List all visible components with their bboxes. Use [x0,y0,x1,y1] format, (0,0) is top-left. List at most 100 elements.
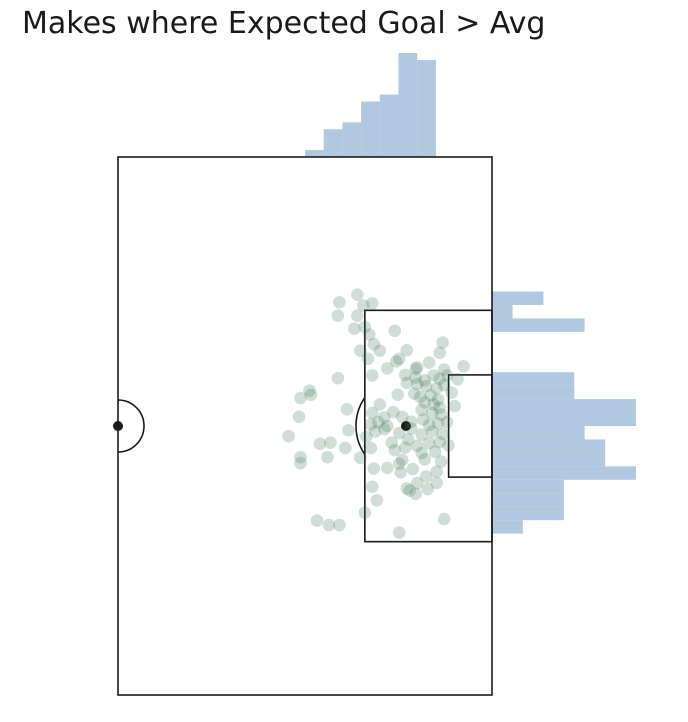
shot-point [377,411,391,424]
y-histogram-bar [492,291,544,305]
y-histogram-bar [492,399,636,413]
shot-point [333,518,346,532]
shot-point [395,453,409,467]
shot-point [413,390,427,404]
x-histogram-bar [379,94,399,157]
shot-point [367,337,381,351]
shot-point [339,441,352,455]
shot-point [367,462,381,475]
shot-point [403,484,417,497]
shot-point [324,436,337,449]
shot-point [400,343,414,357]
shot-point [445,386,458,399]
y-histogram-bar [492,493,564,507]
shot-point [400,482,414,495]
x-histogram-bar [398,53,418,157]
y-histogram-bar [492,372,575,386]
shot-point [360,430,373,444]
shot-point [440,415,454,429]
shot-point [404,422,418,435]
shot-point [366,369,379,382]
shot-point [418,453,431,466]
shot-point [304,388,318,402]
shot-point [370,493,384,507]
shot-point [436,336,449,349]
shot-point [410,361,424,374]
shot-point [392,426,406,440]
shot-point [322,518,336,532]
shot-point [394,465,408,479]
shot-point [422,418,436,432]
shot-point [373,398,387,411]
shot-point [391,388,405,402]
shot-point [282,429,295,443]
shot-point [427,398,440,411]
shot-point [431,393,445,406]
shot-point [451,372,464,386]
shot-point [366,297,379,310]
shot-point [430,465,443,479]
pitch-lines [113,156,493,696]
shot-point [421,482,434,496]
shot-point [369,425,382,438]
y-histogram-bar [492,385,575,400]
shot-point [416,413,430,426]
shot-point [357,299,370,312]
shot-point [358,320,372,334]
shot-point [392,526,406,539]
shot-point [406,462,420,476]
shot-point [294,456,307,470]
shot-point [380,461,394,475]
shot-point [404,415,418,428]
shot-point [313,437,327,451]
shot-point [294,391,307,405]
shot-point [419,379,433,393]
shot-point [373,344,387,357]
shot-point [422,356,436,369]
shot-point [422,436,436,450]
x-histogram-bar [417,59,436,157]
shot-point [415,446,428,460]
shot-point [437,363,451,376]
shot-point [419,470,433,483]
shot-point [430,382,443,395]
six-yard-box [447,374,493,478]
shot-point [389,355,403,368]
chart-title: Makes where Expected Goal > Avg [22,6,546,41]
shot-point [448,399,461,413]
shot-point [410,377,424,391]
shot-point [400,376,414,390]
x-histogram [305,53,436,157]
shot-point [410,476,424,490]
shot-point [418,396,431,409]
shot-point [409,371,423,384]
shot-point [398,441,412,454]
shot-point [440,369,454,382]
shot-point [358,506,372,519]
shot-point [340,403,354,416]
x-histogram-bar [305,150,324,157]
centre-circle [117,399,145,453]
shot-point [354,451,367,465]
shot-point [388,443,402,457]
shot-point [433,435,446,449]
y-histogram-bar [492,426,585,440]
x-histogram-bar [361,101,380,157]
shot-point [392,457,406,470]
shot-point [377,422,391,436]
shot-point [392,352,406,366]
shot-point [310,514,324,527]
shot-point [292,410,306,424]
shot-point [366,480,379,494]
shot-point [401,433,415,446]
shot-point [427,369,440,382]
shot-point [433,401,446,415]
shot-point [425,425,439,438]
shot-point [457,359,470,373]
shot-point [331,309,345,323]
y-histogram-bar [492,520,523,534]
shot-point [342,424,355,437]
shot-point [385,436,399,449]
shot-point [407,387,421,401]
